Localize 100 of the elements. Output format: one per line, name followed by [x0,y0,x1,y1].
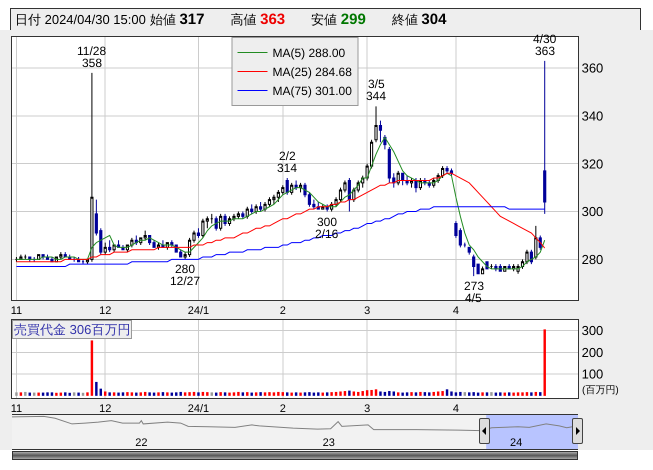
bar [534,392,538,396]
text: 高値 363 [230,11,286,28]
bar [282,392,284,396]
bar [259,392,262,396]
bar [82,392,84,396]
candlestick [108,240,112,253]
bar [264,392,266,396]
bar [20,392,22,396]
candlestick [90,72,94,262]
y-tick-label: 100 [582,366,604,382]
bar [232,392,236,396]
bar [135,392,138,396]
bar [516,392,520,396]
annotation: 2/2 314 [277,149,298,175]
bar [436,391,440,396]
bar [179,392,182,396]
bar [224,392,226,396]
bar [108,392,111,396]
bar [144,392,146,396]
y-axis-title: (百万円) [582,385,619,396]
candlestick [64,252,67,258]
candlestick [414,178,418,193]
bar [166,392,169,396]
bar [24,392,27,396]
candlestick [480,266,484,274]
candlestick [134,234,138,246]
bar [499,392,502,396]
bar [72,392,76,396]
candlestick [525,249,529,265]
bar [219,392,222,396]
bar [95,382,98,396]
candlestick [259,201,262,212]
y-tick-label: 300 [582,323,604,338]
bar [130,392,134,396]
legend-label: MA(5) 288.00 [272,46,346,60]
bar [366,390,368,396]
candlestick [396,170,400,186]
bar [468,392,470,396]
bar [64,392,66,396]
candlestick [468,246,471,256]
bar [246,392,248,396]
bar [188,392,191,396]
bar [401,392,404,396]
bar [294,392,298,396]
bar [464,392,466,396]
bar [322,392,324,396]
bar [308,392,311,396]
bar [384,392,386,396]
bar [410,392,413,396]
bar [348,390,351,396]
bar [277,392,280,396]
x-tick-label: 4 [452,305,459,318]
bar [512,392,515,396]
bar [148,392,151,396]
bar [446,389,448,396]
candlestick [286,178,289,196]
bar [428,392,431,396]
bar [242,392,244,396]
bar [361,391,364,396]
bar [344,391,346,396]
x-tick-label: 3 [364,403,370,416]
candlestick [298,182,302,193]
x-tick-label: 12 [99,403,112,416]
bar [508,392,510,396]
candlestick [81,258,85,265]
bar [388,391,391,396]
bar [370,390,373,396]
chart-title: 日付 2024/04/30 15:00 [15,12,146,27]
bar [15,392,18,396]
text: 始値 317 [150,11,204,28]
x-tick-label: 2 [280,403,286,416]
bar [419,392,422,396]
y-tick-label: 340 [582,108,604,124]
bar [77,392,80,396]
bar [352,391,356,396]
legend-label: MA(25) 284.68 [272,65,352,80]
candlestick [534,225,538,260]
bar [214,392,218,396]
bar [476,392,480,396]
line-series [16,172,546,262]
bar [140,392,142,396]
candlestick [24,254,27,260]
bar [60,392,62,396]
bar [100,388,102,396]
bar [392,391,395,396]
candlestick [378,120,382,143]
bar [55,392,58,396]
bar [317,392,320,396]
candlestick [214,216,218,232]
candlestick [241,211,244,220]
x-tick-label: 2 [280,305,286,318]
bar [237,392,240,396]
bar [504,392,506,396]
x-tick-label: 11 [10,305,22,318]
bar [379,391,382,396]
y-tick-label: 200 [582,344,604,360]
bar [170,392,174,396]
bar [472,392,475,396]
bar [184,392,186,396]
bar [42,392,44,396]
